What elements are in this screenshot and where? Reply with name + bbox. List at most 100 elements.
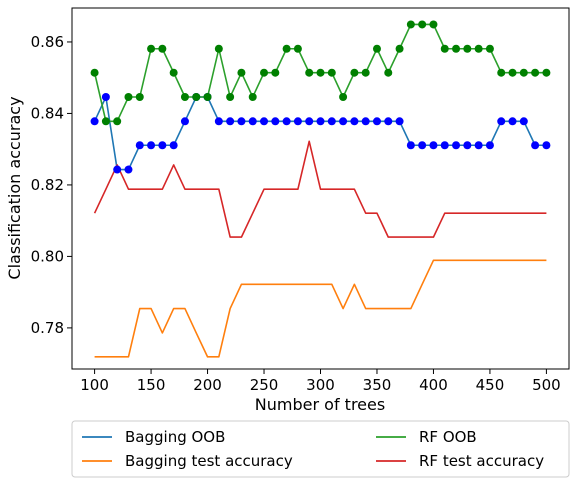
y-tick-label: 0.84 — [31, 104, 64, 122]
series-2-point — [135, 93, 144, 101]
series-2-point — [158, 44, 167, 53]
series-0-point — [226, 117, 235, 126]
series-2-point — [497, 68, 506, 77]
series-0-point — [452, 141, 461, 150]
series-2-point — [226, 93, 235, 101]
series-0-point — [271, 117, 280, 126]
series-0-point — [361, 117, 370, 126]
x-axis: 100 150 200 250 300 350 400 450 500 — [80, 369, 561, 394]
series-2-point — [452, 44, 461, 53]
series-2-point — [316, 68, 325, 77]
series-2-point — [260, 68, 269, 77]
series-2-point — [406, 20, 415, 29]
x-axis-label: Number of trees — [255, 395, 385, 414]
legend-frame — [71, 420, 570, 478]
series-line-1 — [94, 259, 547, 358]
series-2-point — [124, 93, 133, 101]
series-0-point — [282, 117, 291, 126]
series-0-point — [214, 117, 223, 126]
legend-label-3: RF test accuracy — [419, 452, 544, 470]
series-0-point — [440, 141, 449, 150]
y-axis-label: Classification accuracy — [5, 96, 24, 279]
series-2-point — [192, 93, 201, 101]
series-2-point — [169, 68, 178, 77]
series-2-point — [214, 44, 223, 53]
series-0-point — [237, 117, 246, 126]
series-2-point — [248, 93, 257, 101]
series-0-point — [395, 117, 404, 126]
series-line-0 — [93, 96, 547, 171]
series-0-point — [531, 141, 540, 150]
series-line-3 — [93, 140, 547, 238]
series-2-point — [372, 44, 381, 53]
series-0-point — [169, 141, 178, 150]
series-2-point — [361, 68, 370, 77]
x-tick-label: 200 — [193, 376, 222, 394]
y-tick-label: 0.78 — [31, 319, 64, 337]
series-0-point — [508, 117, 517, 126]
x-tick-label: 500 — [532, 376, 561, 394]
series-0-point — [113, 165, 122, 174]
series-0-point — [474, 141, 483, 150]
series-2-point — [429, 20, 438, 29]
y-tick-label: 0.80 — [31, 247, 64, 265]
series-2-point — [180, 93, 189, 101]
legend-label-0: Bagging OOB — [125, 428, 225, 446]
series-2-point — [474, 44, 483, 53]
series-2-point — [384, 68, 393, 77]
series-2-point — [395, 44, 404, 53]
series-2-point — [327, 68, 336, 77]
series-0-point — [90, 117, 99, 126]
series-0-point — [101, 93, 110, 101]
series-0-point — [248, 117, 257, 126]
series-0-point — [418, 141, 427, 150]
series-2-point — [101, 117, 110, 126]
series-0-point — [260, 117, 269, 126]
series-0-point — [180, 117, 189, 126]
series-0-point — [406, 141, 415, 150]
series-0-point — [124, 165, 133, 174]
series-2-point — [508, 68, 517, 77]
series-2-point — [485, 44, 494, 53]
series-2-point — [271, 68, 280, 77]
series-0-point — [350, 117, 359, 126]
y-tick-label: 0.82 — [31, 176, 64, 194]
series-2-point — [90, 68, 99, 77]
x-tick-label: 400 — [419, 376, 448, 394]
series-0-point — [497, 117, 506, 126]
y-tick-label: 0.86 — [31, 33, 64, 51]
series-0-point — [135, 141, 144, 150]
x-tick-label: 100 — [80, 376, 109, 394]
series-0-point — [147, 141, 156, 150]
series-2-point — [463, 44, 472, 53]
series-2-point — [531, 68, 540, 77]
series-2-point — [305, 68, 314, 77]
series-2-point — [339, 93, 348, 101]
series-2-point — [282, 44, 291, 53]
series-0-point — [339, 117, 348, 126]
series-2-point — [203, 93, 212, 101]
legend-label-2: RF OOB — [419, 428, 477, 446]
series-0-point — [542, 141, 551, 150]
series-2-point — [542, 68, 551, 77]
y-axis: 0.78 0.80 0.82 0.84 0.86 — [31, 33, 72, 337]
series-0-point — [293, 117, 302, 126]
series-0-point — [327, 117, 336, 126]
x-tick-label: 250 — [250, 376, 279, 394]
series-2-point — [440, 44, 449, 53]
series-0-point — [429, 141, 438, 150]
x-tick-label: 450 — [476, 376, 505, 394]
series-2-point — [113, 117, 122, 126]
series-0-point — [305, 117, 314, 126]
series-0-point — [463, 141, 472, 150]
series-2-point — [237, 68, 246, 77]
x-tick-label: 300 — [306, 376, 335, 394]
legend: Bagging OOB Bagging test accuracy RF OOB RF… — [71, 420, 570, 478]
series-2-point — [418, 20, 427, 29]
series-0-point — [372, 117, 381, 126]
series-2-point — [519, 68, 528, 77]
legend-label-1: Bagging test accuracy — [125, 452, 293, 470]
series-layer — [90, 20, 551, 358]
series-0-point — [485, 141, 494, 150]
